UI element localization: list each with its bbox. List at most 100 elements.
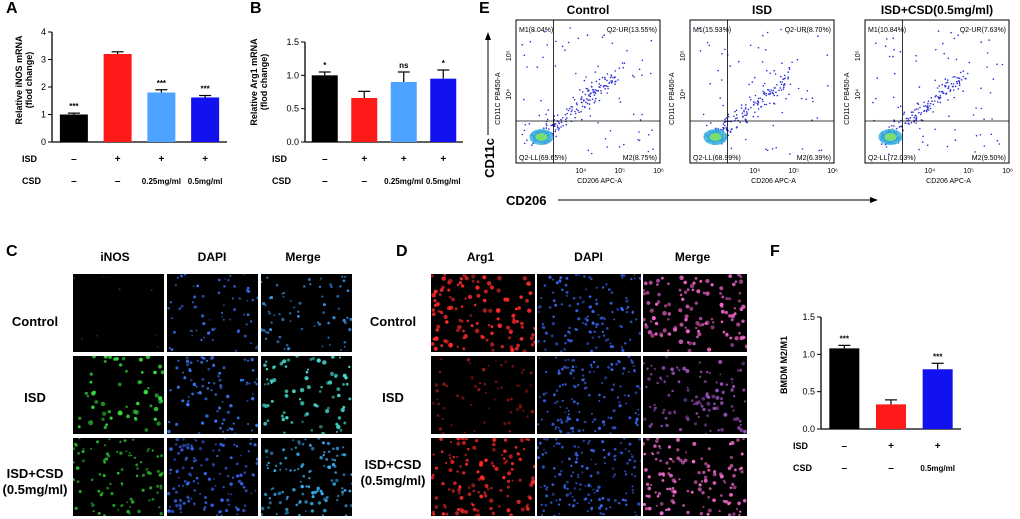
event-dot	[757, 47, 760, 49]
event-dot	[757, 115, 759, 118]
cell-spot	[287, 358, 291, 362]
cell-spot	[456, 438, 461, 441]
micrograph-c-control-dapi	[167, 274, 258, 352]
cell-spot	[252, 473, 255, 477]
cell-spot	[460, 305, 464, 308]
cell-spot	[550, 334, 554, 338]
cell-spot	[647, 494, 651, 498]
event-dot	[817, 35, 819, 37]
cell-spot	[700, 404, 704, 408]
cell-spot	[243, 358, 247, 361]
cell-spot	[572, 504, 576, 508]
cell-spot	[593, 370, 596, 373]
cell-spot	[512, 319, 517, 324]
cell-spot	[601, 330, 605, 334]
event-dot	[590, 152, 593, 155]
cell-spot	[120, 468, 124, 472]
cell-spot	[667, 507, 671, 511]
cell-spot	[706, 401, 711, 406]
event-dot	[521, 43, 523, 46]
cell-spot	[706, 414, 710, 418]
cell-spot	[481, 367, 486, 372]
cell-spot	[141, 473, 146, 477]
cell-spot	[662, 474, 665, 477]
cell-spot	[441, 417, 444, 420]
event-dot	[739, 121, 741, 124]
event-dot	[638, 131, 640, 133]
cell-spot	[279, 361, 284, 366]
cell-spot	[666, 375, 669, 378]
cell-spot	[609, 342, 612, 345]
cell-spot	[315, 404, 319, 408]
cell-spot	[496, 288, 501, 293]
cell-spot	[96, 334, 99, 337]
flow-y-tick: 10⁴	[855, 89, 862, 100]
csd-value: 0.25mg/ml	[142, 177, 181, 186]
cell-spot	[186, 446, 190, 450]
cell-spot	[256, 296, 258, 300]
cell-spot	[599, 512, 603, 515]
cell-spot	[529, 336, 534, 341]
cell-spot	[193, 503, 196, 506]
csd-value: –	[361, 176, 367, 187]
cell-spot	[635, 417, 639, 421]
cell-spot	[297, 467, 300, 471]
cell-spot	[685, 369, 690, 373]
cell-spot	[637, 413, 640, 416]
cell-spot	[251, 298, 255, 302]
cell-spot	[663, 304, 668, 308]
cell-spot	[492, 464, 496, 468]
event-dot	[565, 118, 567, 121]
cell-spot	[227, 492, 230, 495]
cell-spot	[542, 509, 545, 513]
cell-spot	[336, 498, 339, 502]
cell-spot	[235, 349, 238, 352]
flow-x-tick: 10⁵	[963, 168, 974, 175]
cell-spot	[186, 481, 191, 485]
cell-spot	[564, 359, 567, 362]
event-dot	[931, 100, 933, 102]
cell-spot	[545, 438, 549, 441]
cell-spot	[744, 344, 747, 349]
event-dot	[934, 79, 936, 82]
micrograph-cells	[643, 274, 747, 352]
cell-spot	[667, 393, 671, 397]
cell-spot	[657, 292, 661, 297]
cell-spot	[571, 365, 575, 369]
cell-spot	[118, 288, 121, 291]
event-dot	[750, 106, 752, 109]
cell-spot	[175, 470, 178, 474]
event-dot	[765, 148, 767, 151]
cell-spot	[246, 399, 249, 403]
event-dot	[553, 119, 556, 121]
cell-spot	[610, 388, 614, 392]
cell-spot	[707, 447, 711, 451]
cell-spot	[649, 372, 653, 376]
event-dot	[782, 88, 785, 90]
cell-spot	[297, 440, 301, 444]
event-dot	[702, 113, 705, 116]
cell-spot	[88, 420, 94, 426]
cell-spot	[300, 327, 304, 331]
cell-spot	[633, 466, 636, 469]
event-dot	[765, 103, 768, 106]
d-col-arg1: Arg1	[466, 250, 495, 264]
cell-spot	[584, 484, 587, 487]
event-dot	[600, 92, 603, 94]
cell-spot	[587, 493, 591, 497]
cell-spot	[264, 449, 269, 453]
event-dot	[757, 100, 760, 103]
cell-spot	[433, 346, 438, 351]
cell-spot	[218, 371, 222, 375]
event-dot	[944, 78, 947, 80]
event-dot	[598, 86, 600, 88]
cell-spot	[738, 331, 741, 335]
event-dot	[583, 100, 585, 102]
cell-spot	[586, 342, 590, 346]
cell-spot	[282, 295, 285, 298]
event-dot	[972, 114, 975, 116]
cell-spot	[525, 438, 529, 441]
cell-spot	[609, 301, 613, 305]
cell-spot	[598, 399, 601, 402]
cell-spot	[459, 465, 462, 468]
